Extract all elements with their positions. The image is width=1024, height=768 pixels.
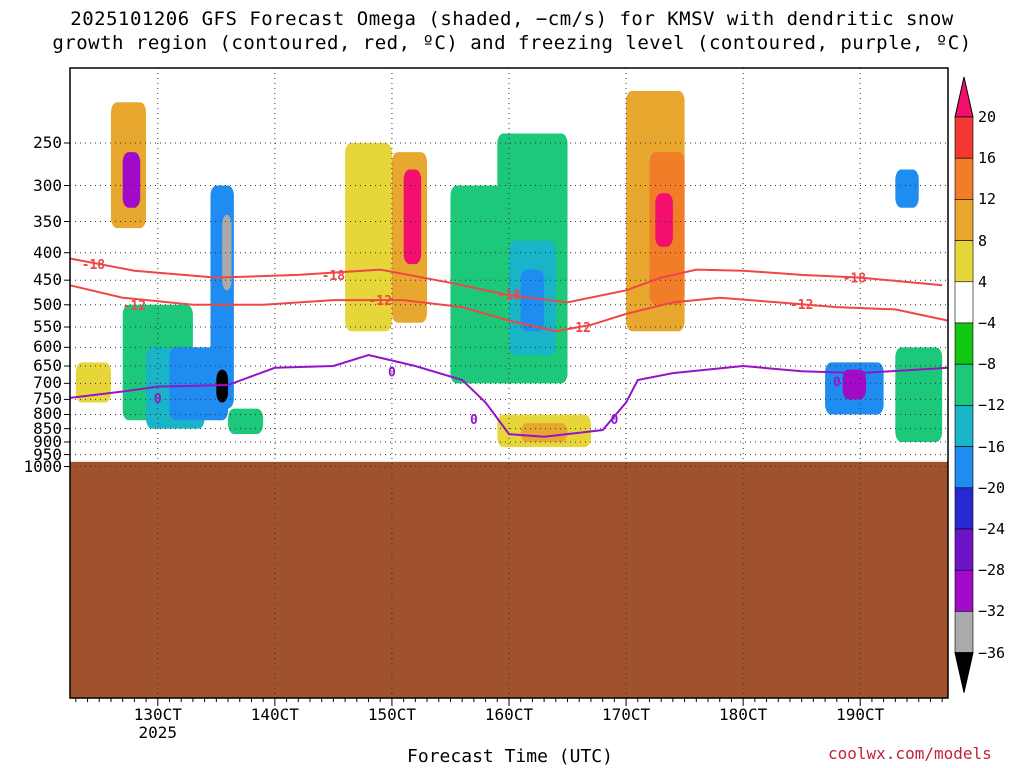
colorbar-label: 20 xyxy=(978,108,997,126)
colorbar-swatch-6 xyxy=(954,322,974,365)
y-tick-label: 300 xyxy=(33,175,62,195)
y-tick-label: 550 xyxy=(33,317,62,337)
colorbar-swatch-9 xyxy=(954,446,974,489)
colorbar-swatch-4 xyxy=(954,240,974,283)
colorbar-label: 16 xyxy=(978,149,997,168)
contour-label-dgz-3: -18 xyxy=(843,272,867,287)
credit-text[interactable]: coolwx.com/models xyxy=(828,744,992,763)
omega-cell-23 xyxy=(842,369,867,400)
colorbar-label: −28 xyxy=(978,561,1006,580)
colorbar-label: −8 xyxy=(978,355,997,374)
chart-title-line-1: 2025101206 GFS Forecast Omega (shaded, −… xyxy=(70,8,954,30)
y-tick-label: 350 xyxy=(33,211,62,231)
omega-cell-2 xyxy=(122,152,141,208)
contour-label-dgz-1: -18 xyxy=(322,269,346,284)
y-tick-label: 500 xyxy=(33,294,62,314)
ground-fill xyxy=(70,461,948,698)
x-year-label: 2025 xyxy=(138,723,178,742)
colorbar-label: −24 xyxy=(978,520,1006,538)
colorbar-bottom-arrow xyxy=(954,652,974,693)
colorbar-swatch-2 xyxy=(954,157,974,200)
omega-cell-0 xyxy=(75,362,111,403)
colorbar-label: 8 xyxy=(978,231,988,250)
y-tick-label: 250 xyxy=(33,133,62,152)
colorbar-label: −36 xyxy=(978,643,1006,662)
contour-label-freezing-1: 0 xyxy=(388,365,396,380)
colorbar-label: −16 xyxy=(978,437,1006,456)
contour-label-dgz-6: -12 xyxy=(567,321,590,336)
omega-cell-25 xyxy=(895,169,919,208)
colorbar-swatch-11 xyxy=(954,528,974,571)
x-tick-label: 180CT xyxy=(719,705,768,724)
contour-label-dgz-2: -18 xyxy=(497,288,521,303)
y-tick-label: 850 xyxy=(33,418,62,438)
colorbar-swatch-5 xyxy=(954,281,974,324)
colorbar-label: −20 xyxy=(978,478,1006,497)
omega-cell-24 xyxy=(895,347,943,442)
colorbar-swatch-3 xyxy=(954,199,974,241)
colorbar-label: −12 xyxy=(978,396,1006,415)
y-tick-label: 900 xyxy=(33,431,62,451)
contour-label-freezing-4: 0 xyxy=(833,376,841,391)
contour-label-dgz-7: -12 xyxy=(790,298,813,313)
y-tick-label: 450 xyxy=(33,270,62,290)
omega-cell-10 xyxy=(345,143,392,332)
contour-label-freezing-3: 0 xyxy=(610,413,618,428)
x-tick-label: 190CT xyxy=(836,705,885,724)
y-tick-label: 700 xyxy=(33,373,62,393)
x-tick-label: 170CT xyxy=(601,705,651,724)
y-tick-label: 600 xyxy=(33,337,62,357)
y-tick-label: 1000 xyxy=(23,456,62,476)
x-tick-label: 160CT xyxy=(484,705,534,724)
x-tick-label: 140CT xyxy=(250,705,299,724)
colorbar-label: −4 xyxy=(978,314,997,332)
omega-cell-18 xyxy=(520,423,568,442)
colorbar-label: 12 xyxy=(978,190,997,209)
contour-label-dgz-5: -12 xyxy=(368,294,391,309)
colorbar-swatch-8 xyxy=(954,405,974,447)
contour-label-freezing-0: 0 xyxy=(154,392,162,407)
contour-label-freezing-2: 0 xyxy=(470,413,478,428)
colorbar-label: −32 xyxy=(978,602,1006,621)
omega-cell-12 xyxy=(403,169,422,265)
y-tick-label: 750 xyxy=(33,389,62,409)
colorbar-swatch-1 xyxy=(954,116,974,159)
y-tick-label: 400 xyxy=(33,242,62,262)
y-tick-label: 650 xyxy=(33,356,62,376)
colorbar-swatch-10 xyxy=(954,487,974,530)
chart-title-line-2: growth region (contoured, red, ºC) and f… xyxy=(52,32,972,54)
contour-label-dgz-0: -18 xyxy=(82,258,106,273)
colorbar-label: 4 xyxy=(978,272,988,291)
x-axis-title: Forecast Time (UTC) xyxy=(407,746,613,767)
omega-cell-9 xyxy=(228,408,264,435)
y-tick-label: 950 xyxy=(33,444,62,464)
colorbar-top-arrow xyxy=(954,76,974,118)
contour-label-dgz-4: -12 xyxy=(123,299,146,314)
omega-cell-7 xyxy=(222,214,232,291)
x-tick-label: 130CT xyxy=(133,705,182,724)
colorbar-swatch-13 xyxy=(954,611,974,653)
contour-minus18 xyxy=(69,257,943,304)
omega-cell-16 xyxy=(520,269,545,332)
colorbar-swatch-7 xyxy=(954,363,974,406)
omega-cell-21 xyxy=(655,193,673,247)
contour-freezing-level xyxy=(69,353,949,438)
y-tick-label: 800 xyxy=(33,404,62,424)
contour-minus12 xyxy=(69,284,949,333)
x-tick-label: 150CT xyxy=(367,705,417,724)
colorbar-swatch-12 xyxy=(954,569,974,612)
omega-cell-13 xyxy=(450,185,509,384)
